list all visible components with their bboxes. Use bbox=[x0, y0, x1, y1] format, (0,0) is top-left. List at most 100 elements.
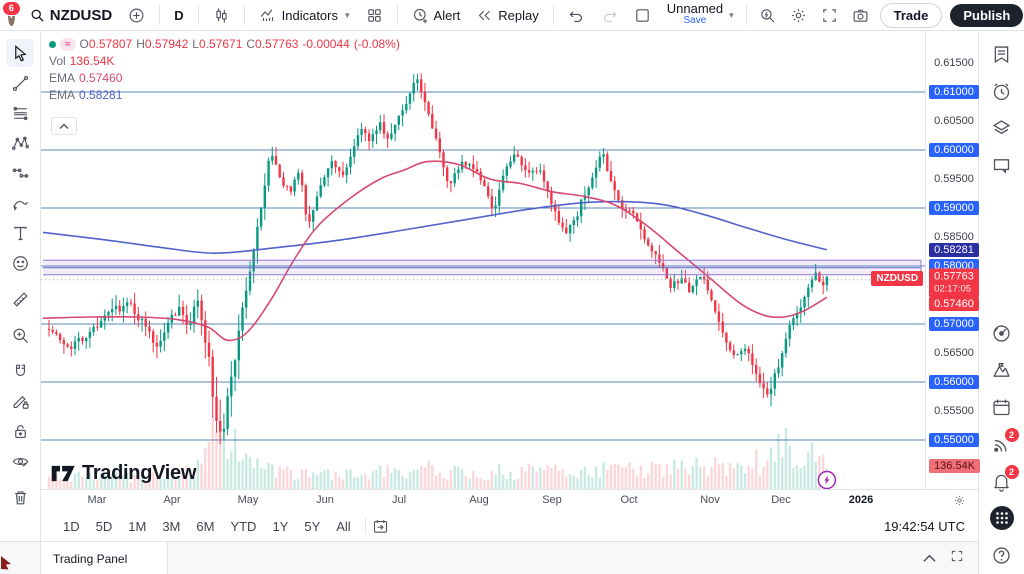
help-icon bbox=[993, 546, 1010, 564]
emoji-tool-button[interactable] bbox=[6, 249, 34, 277]
user-avatar[interactable]: T 6 bbox=[1, 0, 21, 26]
save-link[interactable]: Save bbox=[683, 15, 707, 26]
replay-label: Replay bbox=[498, 7, 539, 23]
toolbar-separator bbox=[745, 5, 747, 25]
price-tick: 0.59500 bbox=[934, 173, 974, 185]
news-feed-button[interactable]: 2 bbox=[988, 427, 1020, 458]
legend-ema-fast-row[interactable]: EMA 0.57460 bbox=[49, 71, 123, 85]
legend-collapse-button[interactable] bbox=[51, 117, 77, 135]
magnet-tool-button[interactable] bbox=[6, 357, 34, 385]
gauge-icon bbox=[993, 324, 1010, 342]
chart-column: ≈ O0.57807 H0.57942 L0.57671 C0.57763 -0… bbox=[41, 31, 981, 541]
range-button-1m[interactable]: 1M bbox=[128, 518, 147, 534]
layout-box-button[interactable] bbox=[627, 4, 658, 27]
time-axis[interactable]: Mar Apr May Jun Jul Aug Sep Oct Nov Dec 2026 bbox=[41, 489, 979, 512]
replay-button[interactable]: Replay bbox=[469, 4, 545, 27]
legend-volume-row[interactable]: Vol 136.54K bbox=[49, 54, 115, 68]
magnet-icon bbox=[15, 364, 25, 376]
bottom-toolbar: 1D 5D 1M 3M 6M YTD 1Y 5Y All 19:42:54 UTC bbox=[41, 512, 979, 541]
cursor-tool-button[interactable] bbox=[6, 39, 34, 67]
publish-button[interactable]: Publish bbox=[950, 3, 1024, 27]
price-axis[interactable]: 0.61500 0.60500 0.59500 0.58500 0.56500 0.555… bbox=[925, 31, 981, 489]
right-sidebar: 2 2 bbox=[978, 31, 1024, 574]
symbol-search-button[interactable]: NZDUSD bbox=[23, 4, 120, 27]
range-button-1d[interactable]: 1D bbox=[63, 518, 80, 534]
chat-button[interactable] bbox=[988, 151, 1016, 179]
quick-search-button[interactable] bbox=[752, 4, 783, 27]
range-button-all[interactable]: All bbox=[336, 518, 351, 534]
indicators-button[interactable]: Indicators ▾ bbox=[252, 3, 357, 27]
cursor-icon bbox=[14, 44, 27, 62]
range-button-5y[interactable]: 5Y bbox=[304, 518, 321, 534]
clock-utc[interactable]: 19:42:54 UTC bbox=[884, 518, 965, 534]
range-button-3m[interactable]: 3M bbox=[162, 518, 181, 534]
indicators-icon bbox=[259, 6, 277, 24]
chart-legend: ≈ O0.57807 H0.57942 L0.57671 C0.57763 -0… bbox=[49, 36, 400, 104]
layout-name-button[interactable]: Unnamed Save ▾ bbox=[658, 0, 741, 30]
brush-icon bbox=[12, 200, 28, 211]
alerts-panel-button[interactable] bbox=[988, 77, 1016, 105]
calendar-button[interactable] bbox=[988, 393, 1016, 421]
search-icon bbox=[30, 8, 45, 23]
undo-button[interactable] bbox=[561, 4, 592, 27]
settings-button[interactable] bbox=[783, 4, 814, 27]
drawing-mode-button[interactable] bbox=[6, 387, 34, 415]
notifications-button[interactable]: 2 bbox=[988, 464, 1020, 495]
pattern-tool-button[interactable] bbox=[6, 129, 34, 157]
price-tick: 0.55500 bbox=[934, 405, 974, 417]
text-icon bbox=[13, 226, 27, 240]
text-tool-button[interactable] bbox=[6, 219, 34, 247]
range-button-5d[interactable]: 5D bbox=[95, 518, 113, 534]
fib-retracement-icon bbox=[13, 106, 27, 120]
top-toolbar: T 6 NZDUSD D Indica bbox=[0, 0, 1024, 31]
compare-add-button[interactable] bbox=[121, 4, 152, 27]
measure-tool-button[interactable] bbox=[6, 285, 34, 313]
feed-badge: 2 bbox=[1003, 427, 1020, 443]
apps-menu-button[interactable] bbox=[988, 504, 1016, 532]
panel-maximize-button[interactable] bbox=[950, 549, 964, 568]
chart-style-button[interactable] bbox=[206, 4, 237, 27]
redo-button[interactable] bbox=[594, 4, 625, 27]
signal-feed-icon bbox=[994, 439, 1007, 452]
alert-button[interactable]: Alert bbox=[405, 4, 468, 27]
legend-ohlc-row[interactable]: ≈ O0.57807 H0.57942 L0.57671 C0.57763 -0… bbox=[49, 36, 400, 53]
remove-drawings-button[interactable] bbox=[6, 483, 34, 511]
trading-panel-tab[interactable]: Trading Panel bbox=[40, 542, 169, 574]
axis-settings-gear-icon[interactable] bbox=[953, 494, 966, 510]
watchlist-button[interactable] bbox=[988, 40, 1016, 68]
time-axis-label: Oct bbox=[620, 494, 638, 506]
legend-ema-slow-row[interactable]: EMA 0.58281 bbox=[49, 88, 123, 102]
chevron-down-icon: ▾ bbox=[345, 9, 350, 20]
trade-button[interactable]: Trade bbox=[879, 2, 943, 28]
range-button-ytd[interactable]: YTD bbox=[230, 518, 257, 534]
price-line-label: 0.55000 bbox=[929, 433, 979, 447]
range-button-6m[interactable]: 6M bbox=[196, 518, 215, 534]
ideas-button[interactable] bbox=[988, 356, 1016, 384]
camera-icon bbox=[852, 7, 869, 24]
hide-drawings-button[interactable] bbox=[6, 447, 34, 475]
panel-expand-button[interactable] bbox=[923, 550, 936, 568]
range-selector: 1D 5D 1M 3M 6M YTD 1Y 5Y All bbox=[55, 516, 359, 537]
trend-line-tool-button[interactable] bbox=[6, 69, 34, 97]
ema-slow-label: 0.58281 bbox=[929, 242, 979, 257]
object-tree-button[interactable] bbox=[988, 114, 1016, 142]
zoom-in-tool-button[interactable] bbox=[6, 321, 34, 349]
help-button[interactable] bbox=[988, 541, 1016, 569]
time-axis-label: Mar bbox=[87, 494, 107, 506]
screener-button[interactable] bbox=[988, 319, 1016, 347]
range-button-1y[interactable]: 1Y bbox=[272, 518, 289, 534]
go-to-date-button[interactable] bbox=[372, 518, 389, 535]
projection-tool-button[interactable] bbox=[6, 159, 34, 187]
time-axis-label: May bbox=[237, 494, 259, 506]
chart-pane[interactable]: ≈ O0.57807 H0.57942 L0.57671 C0.57763 -0… bbox=[41, 31, 926, 489]
chevron-up-icon bbox=[59, 123, 69, 129]
brush-tool-button[interactable] bbox=[6, 189, 34, 217]
indicator-templates-button[interactable] bbox=[359, 4, 390, 27]
candlestick-plot[interactable] bbox=[41, 31, 926, 489]
fullscreen-button[interactable] bbox=[814, 4, 845, 27]
snapshot-button[interactable] bbox=[845, 4, 876, 27]
interval-button[interactable]: D bbox=[167, 5, 190, 26]
fib-tool-button[interactable] bbox=[6, 99, 34, 127]
time-axis-label: Apr bbox=[163, 494, 181, 506]
lock-drawings-button[interactable] bbox=[6, 417, 34, 445]
